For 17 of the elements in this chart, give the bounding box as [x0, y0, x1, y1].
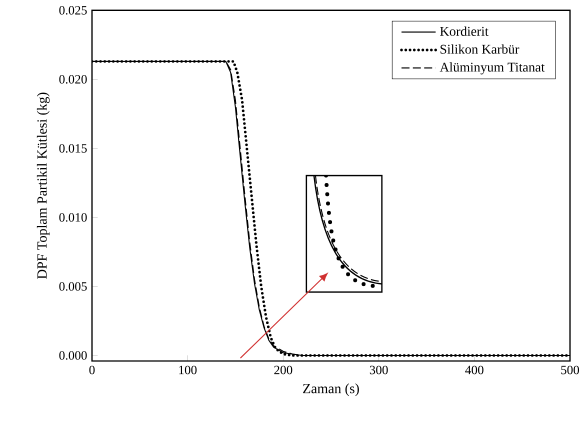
- x-tick-label: 0: [89, 366, 95, 374]
- x-tick-label: 200: [274, 366, 292, 374]
- x-tick-label: 400: [465, 366, 484, 374]
- x-tick-label: 300: [370, 366, 388, 374]
- legend-label: Silikon Karbür: [440, 44, 520, 54]
- x-tick-label: 500: [561, 366, 580, 374]
- x-axis-title: Zaman (s): [303, 383, 359, 396]
- y-tick-label: 0.015: [59, 144, 87, 153]
- y-tick-label: 0.000: [59, 351, 87, 360]
- x-tick-label: 100: [179, 366, 197, 374]
- y-tick-label: 0.005: [59, 282, 87, 291]
- y-tick-label: 0.025: [59, 6, 87, 15]
- legend-label: Alüminyum Titanat: [440, 62, 545, 74]
- y-tick-label: 0.020: [59, 75, 87, 84]
- y-axis-title: DPF Toplam Partikil Kütlesi (kg): [36, 92, 50, 279]
- y-tick-label: 0.010: [59, 213, 87, 222]
- legend-label: Kordierit: [440, 26, 488, 36]
